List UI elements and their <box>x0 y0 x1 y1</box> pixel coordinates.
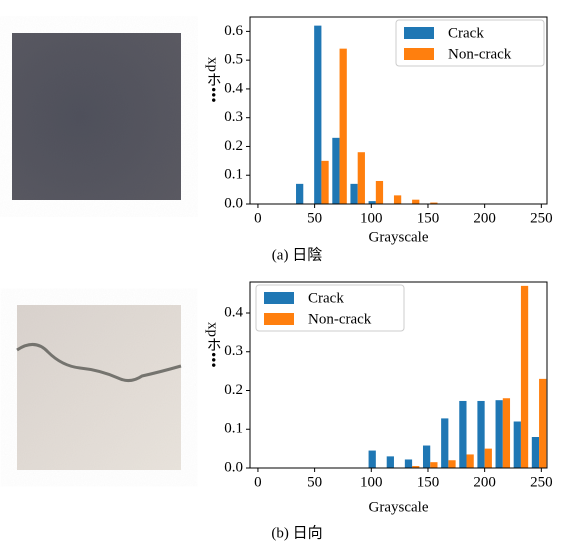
bar <box>332 137 340 204</box>
image-sunny <box>16 305 182 470</box>
bar <box>466 454 474 468</box>
bar <box>441 418 449 468</box>
bar <box>375 180 384 204</box>
x-tick-label: 0 <box>254 474 262 490</box>
y-axis-label: xpホ••• <box>205 57 221 103</box>
bar <box>531 437 540 468</box>
x-tick-label: 200 <box>473 210 496 226</box>
bar <box>459 400 467 468</box>
bar <box>477 400 485 468</box>
legend-label: Crack <box>308 290 344 306</box>
legend-swatch <box>264 313 294 325</box>
x-tick-label: 250 <box>530 210 553 226</box>
bar <box>404 459 413 468</box>
y-tick-label: 0.1 <box>224 167 243 183</box>
caption: (b) 日向 <box>271 524 322 541</box>
bar <box>412 466 420 468</box>
x-tick-label: 0 <box>254 210 262 226</box>
bar <box>393 195 402 204</box>
y-tick-label: 0.1 <box>224 421 243 437</box>
x-tick-label: 50 <box>307 474 322 490</box>
bar <box>314 25 322 205</box>
bar <box>339 48 347 205</box>
x-tick-label: 100 <box>360 210 383 226</box>
x-tick-label: 200 <box>473 474 496 490</box>
bar <box>321 160 329 204</box>
x-tick-label: 50 <box>307 210 322 226</box>
caption: (a) 日陰 <box>272 246 322 263</box>
bar <box>386 456 394 468</box>
axes-frame <box>249 16 548 205</box>
bar <box>430 462 438 468</box>
x-tick-label: 150 <box>417 474 440 490</box>
x-tick-label: 100 <box>360 474 383 490</box>
legend-label: Non-crack <box>448 46 512 62</box>
bar <box>502 398 511 468</box>
bar <box>422 445 431 468</box>
bar <box>430 202 438 204</box>
legend-swatch <box>404 48 434 60</box>
y-axis-label: xpホ••• <box>205 322 221 368</box>
y-tick-label: 0.5 <box>224 52 243 68</box>
bar <box>484 448 492 468</box>
y-tick-label: 0.2 <box>224 138 243 154</box>
bar <box>539 378 547 468</box>
axes-frame <box>249 281 548 469</box>
y-tick-label: 0.3 <box>224 343 243 359</box>
bar <box>495 400 503 468</box>
bar <box>357 152 365 204</box>
bar <box>350 183 358 204</box>
legend-label: Non-crack <box>308 311 372 327</box>
y-tick-label: 0.3 <box>224 109 243 125</box>
x-axis-label: Grayscale <box>369 499 429 515</box>
x-axis-label: Grayscale <box>369 229 429 245</box>
y-tick-label: 0.0 <box>224 459 243 475</box>
bar <box>513 421 521 468</box>
y-tick-label: 0.0 <box>224 195 243 211</box>
bar <box>412 199 420 204</box>
x-tick-label: 150 <box>417 210 440 226</box>
legend-label: Crack <box>448 25 484 41</box>
bar <box>520 285 529 468</box>
bar <box>296 183 304 204</box>
legend-swatch <box>264 292 294 304</box>
image-shaded <box>12 33 181 200</box>
y-tick-label: 0.4 <box>224 80 243 96</box>
bar <box>448 460 456 468</box>
bar <box>368 450 376 468</box>
y-tick-label: 0.6 <box>224 23 243 39</box>
x-tick-label: 250 <box>530 474 553 490</box>
legend-swatch <box>404 27 434 39</box>
bar <box>368 201 376 204</box>
y-tick-label: 0.2 <box>224 382 243 398</box>
y-tick-label: 0.4 <box>224 304 243 320</box>
